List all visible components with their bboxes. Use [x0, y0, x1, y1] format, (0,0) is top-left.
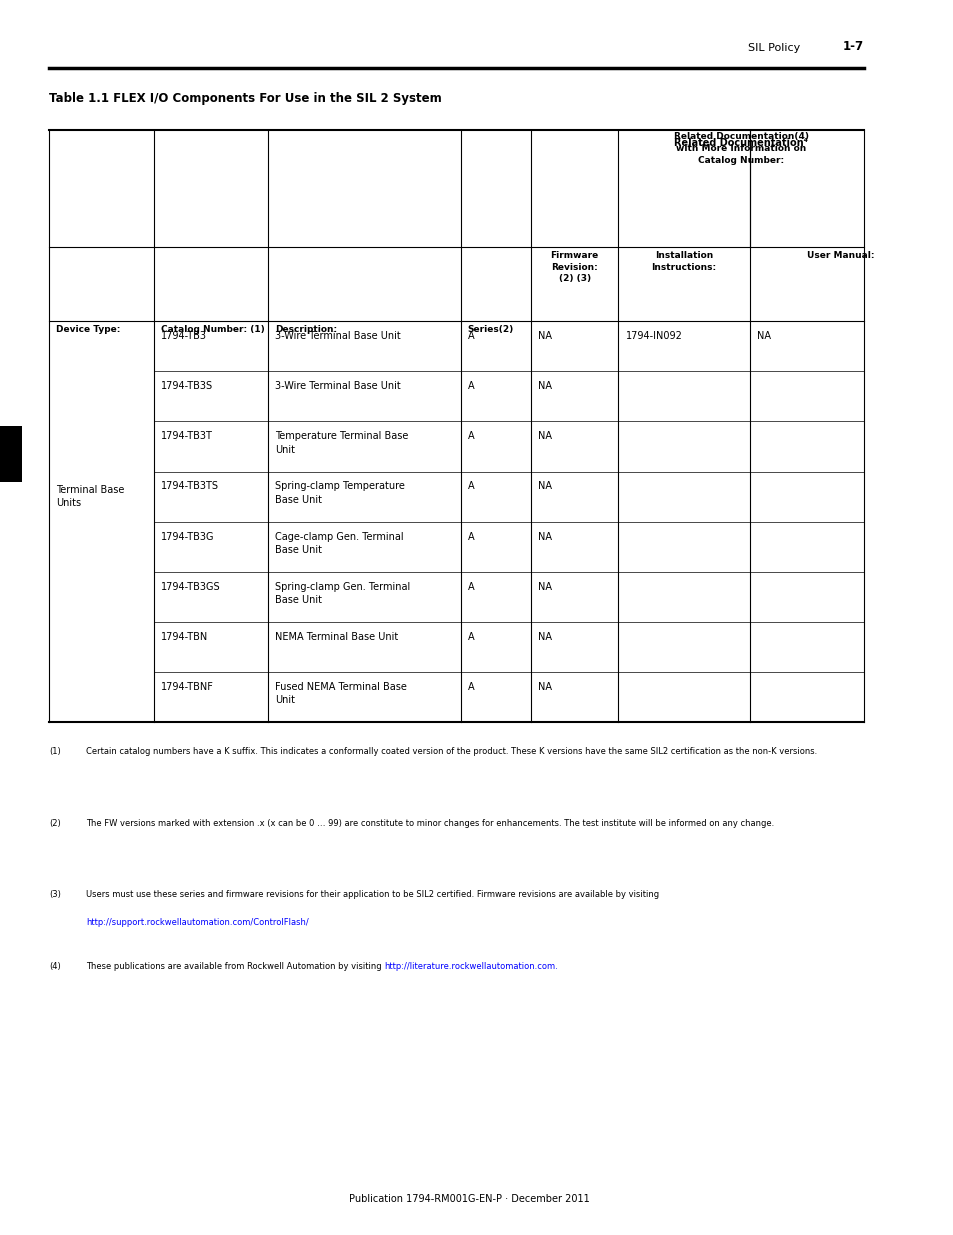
Text: Catalog Number: (1): Catalog Number: (1) [161, 325, 265, 333]
Text: Cage-clamp Gen. Terminal
Base Unit: Cage-clamp Gen. Terminal Base Unit [274, 531, 403, 555]
Text: 1794-TBN: 1794-TBN [161, 632, 209, 642]
Text: (3): (3) [49, 890, 61, 899]
Text: A: A [467, 431, 474, 441]
Text: 1794-TB3S: 1794-TB3S [161, 382, 213, 391]
Text: A: A [467, 582, 474, 592]
Text: http://literature.rockwellautomation.com.: http://literature.rockwellautomation.com… [384, 962, 558, 971]
Text: Users must use these series and firmware revisions for their application to be S: Users must use these series and firmware… [87, 890, 661, 899]
Text: A: A [467, 632, 474, 642]
Text: Related Documentation(4)
with More Information on
Catalog Number:: Related Documentation(4) with More Infor… [673, 132, 808, 164]
Text: 3-Wire Terminal Base Unit: 3-Wire Terminal Base Unit [274, 331, 400, 341]
Text: Series(2): Series(2) [467, 325, 514, 333]
Text: A: A [467, 482, 474, 492]
Text: 1794-TB3TS: 1794-TB3TS [161, 482, 219, 492]
Text: http://support.rockwellautomation.com/ControlFlash/: http://support.rockwellautomation.com/Co… [87, 918, 309, 926]
Text: Fused NEMA Terminal Base
Unit: Fused NEMA Terminal Base Unit [274, 682, 407, 705]
Text: These publications are available from Rockwell Automation by visiting: These publications are available from Ro… [87, 962, 384, 971]
Text: Publication 1794-RM001G-EN-P · December 2011: Publication 1794-RM001G-EN-P · December … [349, 1194, 589, 1204]
Text: Description:: Description: [274, 325, 336, 333]
Text: NA: NA [537, 431, 552, 441]
Text: Temperature Terminal Base
Unit: Temperature Terminal Base Unit [274, 431, 408, 454]
Text: NA: NA [537, 482, 552, 492]
Text: (4): (4) [49, 962, 61, 971]
Text: NA: NA [537, 582, 552, 592]
Text: Spring-clamp Gen. Terminal
Base Unit: Spring-clamp Gen. Terminal Base Unit [274, 582, 410, 605]
Text: 1794-TB3G: 1794-TB3G [161, 531, 214, 542]
Text: Device Type:: Device Type: [56, 325, 120, 333]
Text: (2): (2) [49, 819, 61, 827]
Text: A: A [467, 331, 474, 341]
Text: NA: NA [537, 331, 552, 341]
Text: NA: NA [537, 382, 552, 391]
Text: Firmware
Revision:
(2) (3): Firmware Revision: (2) (3) [550, 251, 598, 283]
Text: NA: NA [537, 632, 552, 642]
Text: The FW versions marked with extension .x (x can be 0 … 99) are constitute to min: The FW versions marked with extension .x… [87, 819, 774, 827]
Text: Table 1.1 FLEX I/O Components For Use in the SIL 2 System: Table 1.1 FLEX I/O Components For Use in… [49, 91, 441, 105]
Text: Spring-clamp Temperature
Base Unit: Spring-clamp Temperature Base Unit [274, 482, 405, 505]
Text: 1794-TB3T: 1794-TB3T [161, 431, 213, 441]
Text: 1794-IN092: 1794-IN092 [625, 331, 681, 341]
Text: NA: NA [537, 682, 552, 692]
Text: Certain catalog numbers have a K suffix. This indicates a conformally coated ver: Certain catalog numbers have a K suffix.… [87, 747, 817, 756]
Text: 1794-TB3: 1794-TB3 [161, 331, 207, 341]
Text: User Manual:: User Manual: [806, 251, 873, 259]
Text: A: A [467, 531, 474, 542]
Text: Installation
Instructions:: Installation Instructions: [651, 251, 716, 272]
Text: NA: NA [756, 331, 770, 341]
Text: 3-Wire Terminal Base Unit: 3-Wire Terminal Base Unit [274, 382, 400, 391]
Text: A: A [467, 682, 474, 692]
Text: SIL Policy: SIL Policy [747, 43, 800, 53]
Text: Related Documentation⁴: Related Documentation⁴ [674, 138, 807, 148]
Text: 1-7: 1-7 [841, 40, 862, 53]
Text: 1794-TBNF: 1794-TBNF [161, 682, 213, 692]
Text: NA: NA [537, 531, 552, 542]
Text: A: A [467, 382, 474, 391]
Bar [0, 426, 22, 482]
Text: (1): (1) [49, 747, 61, 756]
Text: Terminal Base
Units: Terminal Base Units [56, 484, 124, 508]
Text: NEMA Terminal Base Unit: NEMA Terminal Base Unit [274, 632, 398, 642]
Text: 1794-TB3GS: 1794-TB3GS [161, 582, 220, 592]
